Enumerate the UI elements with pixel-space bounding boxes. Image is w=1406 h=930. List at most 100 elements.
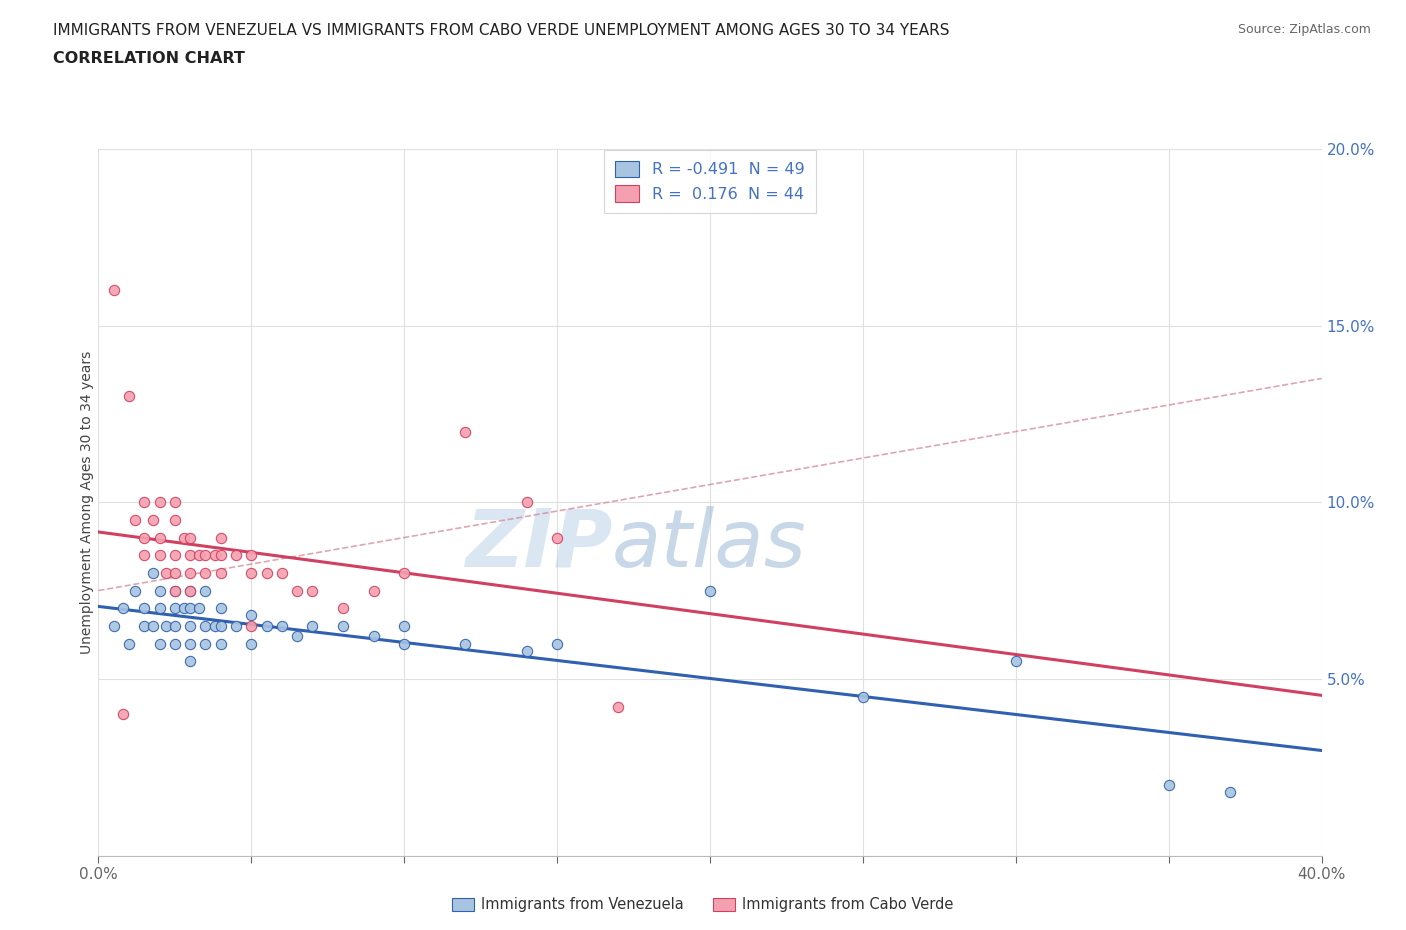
Point bbox=[240, 636, 263, 651]
Point bbox=[179, 565, 201, 580]
Point bbox=[149, 636, 172, 651]
Point bbox=[179, 601, 201, 616]
Text: ZIP: ZIP bbox=[465, 506, 612, 584]
Point bbox=[142, 565, 165, 580]
Legend: R = -0.491  N = 49, R =  0.176  N = 44: R = -0.491 N = 49, R = 0.176 N = 44 bbox=[605, 150, 815, 213]
Point bbox=[124, 512, 146, 527]
Point bbox=[149, 601, 172, 616]
Point bbox=[103, 618, 125, 633]
Point bbox=[1004, 654, 1026, 669]
Point bbox=[163, 636, 186, 651]
Point bbox=[163, 618, 186, 633]
Point bbox=[546, 530, 568, 545]
Point bbox=[111, 707, 134, 722]
Point bbox=[240, 548, 263, 563]
Point bbox=[179, 618, 201, 633]
Point bbox=[134, 601, 156, 616]
Point bbox=[285, 583, 308, 598]
Point bbox=[607, 699, 630, 714]
Point bbox=[149, 495, 172, 510]
Point bbox=[546, 636, 568, 651]
Point bbox=[155, 618, 177, 633]
Point bbox=[204, 548, 226, 563]
Point bbox=[240, 608, 263, 623]
Point bbox=[118, 389, 141, 404]
Point bbox=[209, 601, 232, 616]
Point bbox=[301, 583, 323, 598]
Point bbox=[163, 548, 186, 563]
Point bbox=[179, 636, 201, 651]
Point bbox=[454, 424, 477, 439]
Point bbox=[209, 548, 232, 563]
Point bbox=[204, 618, 226, 633]
Point bbox=[173, 601, 195, 616]
Point bbox=[1157, 777, 1180, 792]
Point bbox=[194, 618, 217, 633]
Point bbox=[179, 654, 201, 669]
Point bbox=[363, 583, 385, 598]
Point bbox=[332, 601, 354, 616]
Point bbox=[270, 565, 292, 580]
Y-axis label: Unemployment Among Ages 30 to 34 years: Unemployment Among Ages 30 to 34 years bbox=[80, 351, 94, 654]
Point bbox=[142, 618, 165, 633]
Point bbox=[179, 548, 201, 563]
Point bbox=[209, 565, 232, 580]
Point bbox=[256, 565, 278, 580]
Point bbox=[516, 495, 538, 510]
Legend: Immigrants from Venezuela, Immigrants from Cabo Verde: Immigrants from Venezuela, Immigrants fr… bbox=[446, 891, 960, 918]
Point bbox=[188, 601, 211, 616]
Text: Source: ZipAtlas.com: Source: ZipAtlas.com bbox=[1237, 23, 1371, 36]
Point bbox=[103, 283, 125, 298]
Point bbox=[179, 583, 201, 598]
Point bbox=[852, 689, 875, 704]
Point bbox=[149, 548, 172, 563]
Point bbox=[209, 636, 232, 651]
Point bbox=[392, 636, 416, 651]
Point bbox=[194, 565, 217, 580]
Point bbox=[516, 644, 538, 658]
Text: atlas: atlas bbox=[612, 506, 807, 584]
Point bbox=[225, 618, 247, 633]
Point bbox=[1219, 785, 1241, 800]
Point bbox=[225, 548, 247, 563]
Point bbox=[124, 583, 146, 598]
Point bbox=[163, 495, 186, 510]
Point bbox=[163, 583, 186, 598]
Point bbox=[209, 530, 232, 545]
Point bbox=[194, 636, 217, 651]
Point bbox=[163, 583, 186, 598]
Point bbox=[240, 618, 263, 633]
Text: CORRELATION CHART: CORRELATION CHART bbox=[53, 51, 245, 66]
Point bbox=[134, 618, 156, 633]
Point bbox=[270, 618, 292, 633]
Point bbox=[194, 583, 217, 598]
Point bbox=[209, 618, 232, 633]
Point bbox=[301, 618, 323, 633]
Point bbox=[332, 618, 354, 633]
Point bbox=[163, 601, 186, 616]
Point bbox=[188, 548, 211, 563]
Point bbox=[392, 618, 416, 633]
Point bbox=[194, 548, 217, 563]
Point bbox=[149, 530, 172, 545]
Point bbox=[179, 583, 201, 598]
Point bbox=[392, 565, 416, 580]
Point bbox=[173, 530, 195, 545]
Point bbox=[454, 636, 477, 651]
Point bbox=[134, 495, 156, 510]
Text: IMMIGRANTS FROM VENEZUELA VS IMMIGRANTS FROM CABO VERDE UNEMPLOYMENT AMONG AGES : IMMIGRANTS FROM VENEZUELA VS IMMIGRANTS … bbox=[53, 23, 950, 38]
Point bbox=[111, 601, 134, 616]
Point bbox=[240, 565, 263, 580]
Point bbox=[179, 530, 201, 545]
Point bbox=[155, 565, 177, 580]
Point bbox=[118, 636, 141, 651]
Point bbox=[163, 565, 186, 580]
Point bbox=[363, 629, 385, 644]
Point bbox=[256, 618, 278, 633]
Point bbox=[134, 548, 156, 563]
Point bbox=[285, 629, 308, 644]
Point bbox=[699, 583, 721, 598]
Point bbox=[142, 512, 165, 527]
Point bbox=[149, 583, 172, 598]
Point bbox=[163, 512, 186, 527]
